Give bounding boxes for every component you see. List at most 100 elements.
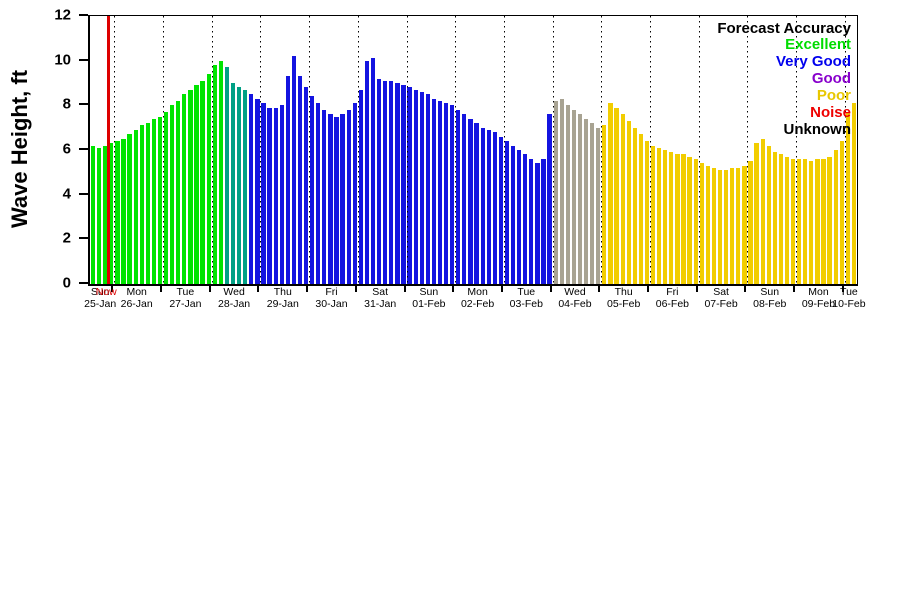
wave-height-bar <box>413 89 418 284</box>
x-axis-day-label: Tue 03-Feb <box>509 286 543 311</box>
x-axis: Sun 25-Jan Mon 26-Jan Tue 27-Jan Wed 28-Jan Thu 2… <box>84 284 866 320</box>
wave-height-bar <box>797 158 802 284</box>
wave-height-bar <box>206 74 211 284</box>
wave-height-bar <box>285 76 290 284</box>
wave-height-bar <box>176 100 181 284</box>
wave-height-bar <box>547 114 552 284</box>
day-boundary-gridline <box>796 16 798 284</box>
wave-height-bar <box>456 109 461 284</box>
wave-height-bar <box>243 89 248 284</box>
wave-height-bar <box>182 94 187 284</box>
wave-height-bar <box>620 114 625 284</box>
y-axis-tick-mark <box>79 237 88 240</box>
wave-height-bar <box>237 87 242 284</box>
wave-height-bar <box>669 152 674 284</box>
wave-height-bar <box>370 58 376 284</box>
wave-height-bar <box>358 89 363 284</box>
x-axis-day-label: Mon 02-Feb <box>460 286 495 311</box>
x-axis-day-label: Sun 25-Jan <box>84 286 117 311</box>
wave-height-bar <box>401 85 406 284</box>
wave-height-bar <box>790 158 796 284</box>
x-axis-tick <box>598 284 601 292</box>
day-boundary-gridline <box>357 16 359 284</box>
x-axis-day-label: Fri 30-Jan <box>315 286 348 311</box>
wave-height-bar <box>583 118 589 284</box>
wave-height-bar <box>340 114 345 284</box>
wave-height-bar <box>322 109 327 284</box>
legend-entry: Very Good <box>775 53 851 71</box>
wave-height-bar <box>121 138 126 284</box>
y-axis-tick-label: 0 <box>62 274 71 292</box>
x-axis-day-label: Thu 05-Feb <box>607 286 641 311</box>
y-axis-tick-mark <box>79 282 88 284</box>
wave-height-bar <box>632 127 637 284</box>
x-axis-day-label: Sun 08-Feb <box>753 286 787 311</box>
wave-height-bar <box>663 150 668 284</box>
wave-height-bar <box>626 120 631 284</box>
x-axis-tick <box>647 284 650 292</box>
wave-height-bar <box>389 80 394 284</box>
x-axis-day-label: Sat 07-Feb <box>704 286 738 311</box>
wave-height-bar <box>571 109 577 284</box>
wave-height-bar <box>784 156 790 284</box>
wave-height-bar <box>419 91 424 284</box>
y-axis-tick-mark <box>79 192 88 195</box>
day-boundary-gridline <box>114 16 116 284</box>
wave-height-bar <box>328 114 333 284</box>
x-axis-day-label: Tue 27-Jan <box>169 286 202 311</box>
wave-height-bar <box>644 141 650 284</box>
wave-height-bar <box>778 154 784 284</box>
wave-height-bar <box>675 154 680 284</box>
wave-height-bar <box>523 154 528 284</box>
legend-title: Forecast Accuracy <box>717 20 851 37</box>
legend-entry: Good <box>811 70 851 88</box>
wave-height-bar <box>590 123 595 284</box>
wave-height-bar <box>657 147 662 284</box>
wave-height-bar <box>310 96 315 284</box>
wave-height-bar <box>772 152 777 284</box>
day-boundary-gridline <box>698 16 700 284</box>
wave-height-bar <box>103 145 108 284</box>
wave-height-bar <box>90 145 96 284</box>
wave-height-bar <box>212 65 217 284</box>
wave-height-bar <box>833 150 838 284</box>
day-boundary-gridline <box>455 16 457 284</box>
wave-height-bar <box>565 105 570 284</box>
day-boundary-gridline <box>844 16 846 284</box>
wave-height-bar <box>711 167 717 284</box>
wave-height-bar <box>145 123 150 284</box>
wave-height-bar <box>395 83 400 284</box>
wave-height-bar <box>492 132 497 284</box>
wave-height-bar <box>559 98 564 284</box>
wave-height-bar <box>261 103 266 284</box>
x-axis-tick <box>257 284 260 292</box>
wave-height-bar <box>480 127 485 284</box>
wave-height-bar <box>334 116 339 284</box>
day-boundary-gridline <box>747 16 749 284</box>
legend-entry: Unknown <box>783 120 852 138</box>
wave-height-bar <box>352 103 357 284</box>
wave-height-bar <box>273 107 278 284</box>
wave-height-bar <box>687 156 692 284</box>
wave-height-bar <box>730 167 735 284</box>
wave-height-bar <box>553 100 558 284</box>
x-axis-day-label: Sun 01-Feb <box>412 286 446 311</box>
x-axis-day-label: Wed 28-Jan <box>218 286 251 311</box>
wave-height-bar <box>845 112 850 284</box>
y-axis-tick-mark <box>79 103 88 106</box>
wave-height-bar <box>821 158 826 284</box>
wave-height-bar <box>498 136 503 284</box>
wave-height-bar <box>760 138 765 284</box>
wave-height-bar <box>437 100 443 284</box>
wave-height-bar <box>614 107 619 284</box>
y-axis-tick-mark <box>79 14 88 16</box>
wave-height-bar <box>681 154 686 284</box>
y-axis-tick-label: 8 <box>62 95 71 113</box>
legend-entry: Excellent <box>785 36 851 54</box>
y-axis-tick-label: 6 <box>62 140 71 158</box>
wave-height-bar <box>297 76 303 284</box>
wave-height-bar <box>188 89 193 284</box>
x-axis-tick <box>403 284 406 292</box>
wave-height-bar <box>316 103 321 284</box>
wave-height-bar <box>705 165 710 284</box>
